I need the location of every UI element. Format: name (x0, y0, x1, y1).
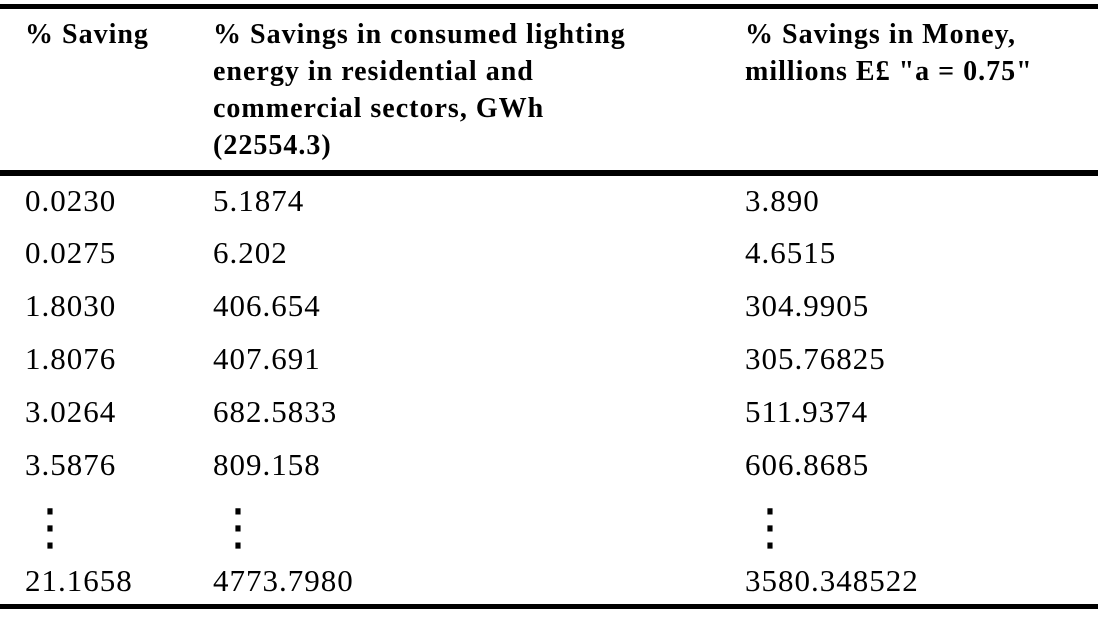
ellipsis-cell: ⋮ (213, 498, 263, 556)
value-cell: 0.0275 (25, 234, 117, 270)
column-header-money-savings: % Savings in Money, millions E£ "a = 0.75… (745, 19, 1033, 87)
table-row: 0.0230 5.1874 3.890 (0, 173, 1098, 226)
table-header: % Saving % Savings in consumed lighting en… (0, 7, 1098, 174)
value-cell: 4773.7980 (213, 563, 354, 599)
value-cell: 3580.348522 (745, 563, 919, 599)
table-row: 21.1658 4773.7980 3580.348522 (0, 559, 1098, 606)
value-cell: 5.1874 (213, 183, 305, 218)
value-cell: 0.0230 (25, 183, 117, 218)
value-cell: 809.158 (213, 446, 321, 482)
ellipsis-cell: ⋮ (25, 498, 75, 556)
value-cell: 1.8030 (25, 287, 117, 323)
value-cell: 3.0264 (25, 393, 117, 429)
value-cell: 21.1658 (25, 563, 133, 599)
value-cell: 3.890 (745, 183, 820, 218)
table-row: 3.0264 682.5833 511.9374 (0, 385, 1098, 438)
table-row: 3.5876 809.158 606.8685 (0, 438, 1098, 491)
ellipsis-cell: ⋮ (745, 498, 795, 556)
column-header-saving-percent: % Saving (25, 19, 149, 50)
value-cell: 4.6515 (745, 234, 837, 270)
header-row: % Saving % Savings in consumed lighting en… (0, 7, 1098, 174)
value-cell: 682.5833 (213, 393, 338, 429)
value-cell: 511.9374 (745, 393, 869, 429)
value-cell: 6.202 (213, 234, 288, 270)
table-body: 0.0230 5.1874 3.890 0.0275 6.202 4.6515 1.8030… (0, 173, 1098, 606)
value-cell: 3.5876 (25, 446, 117, 482)
value-cell: 1.8076 (25, 340, 117, 376)
column-header-energy-savings: % Savings in consumed lighting energy in … (213, 19, 626, 161)
table-row: 1.8076 407.691 305.76825 (0, 332, 1098, 385)
table-row: 1.8030 406.654 304.9905 (0, 279, 1098, 332)
table-row: 0.0275 6.202 4.6515 (0, 226, 1098, 279)
value-cell: 305.76825 (745, 340, 886, 376)
value-cell: 606.8685 (745, 446, 870, 482)
value-cell: 407.691 (213, 340, 321, 376)
value-cell: 304.9905 (745, 287, 870, 323)
ellipsis-row: ⋮ ⋮ ⋮ (0, 491, 1098, 559)
value-cell: 406.654 (213, 287, 321, 323)
savings-table: % Saving % Savings in consumed lighting en… (0, 4, 1098, 609)
